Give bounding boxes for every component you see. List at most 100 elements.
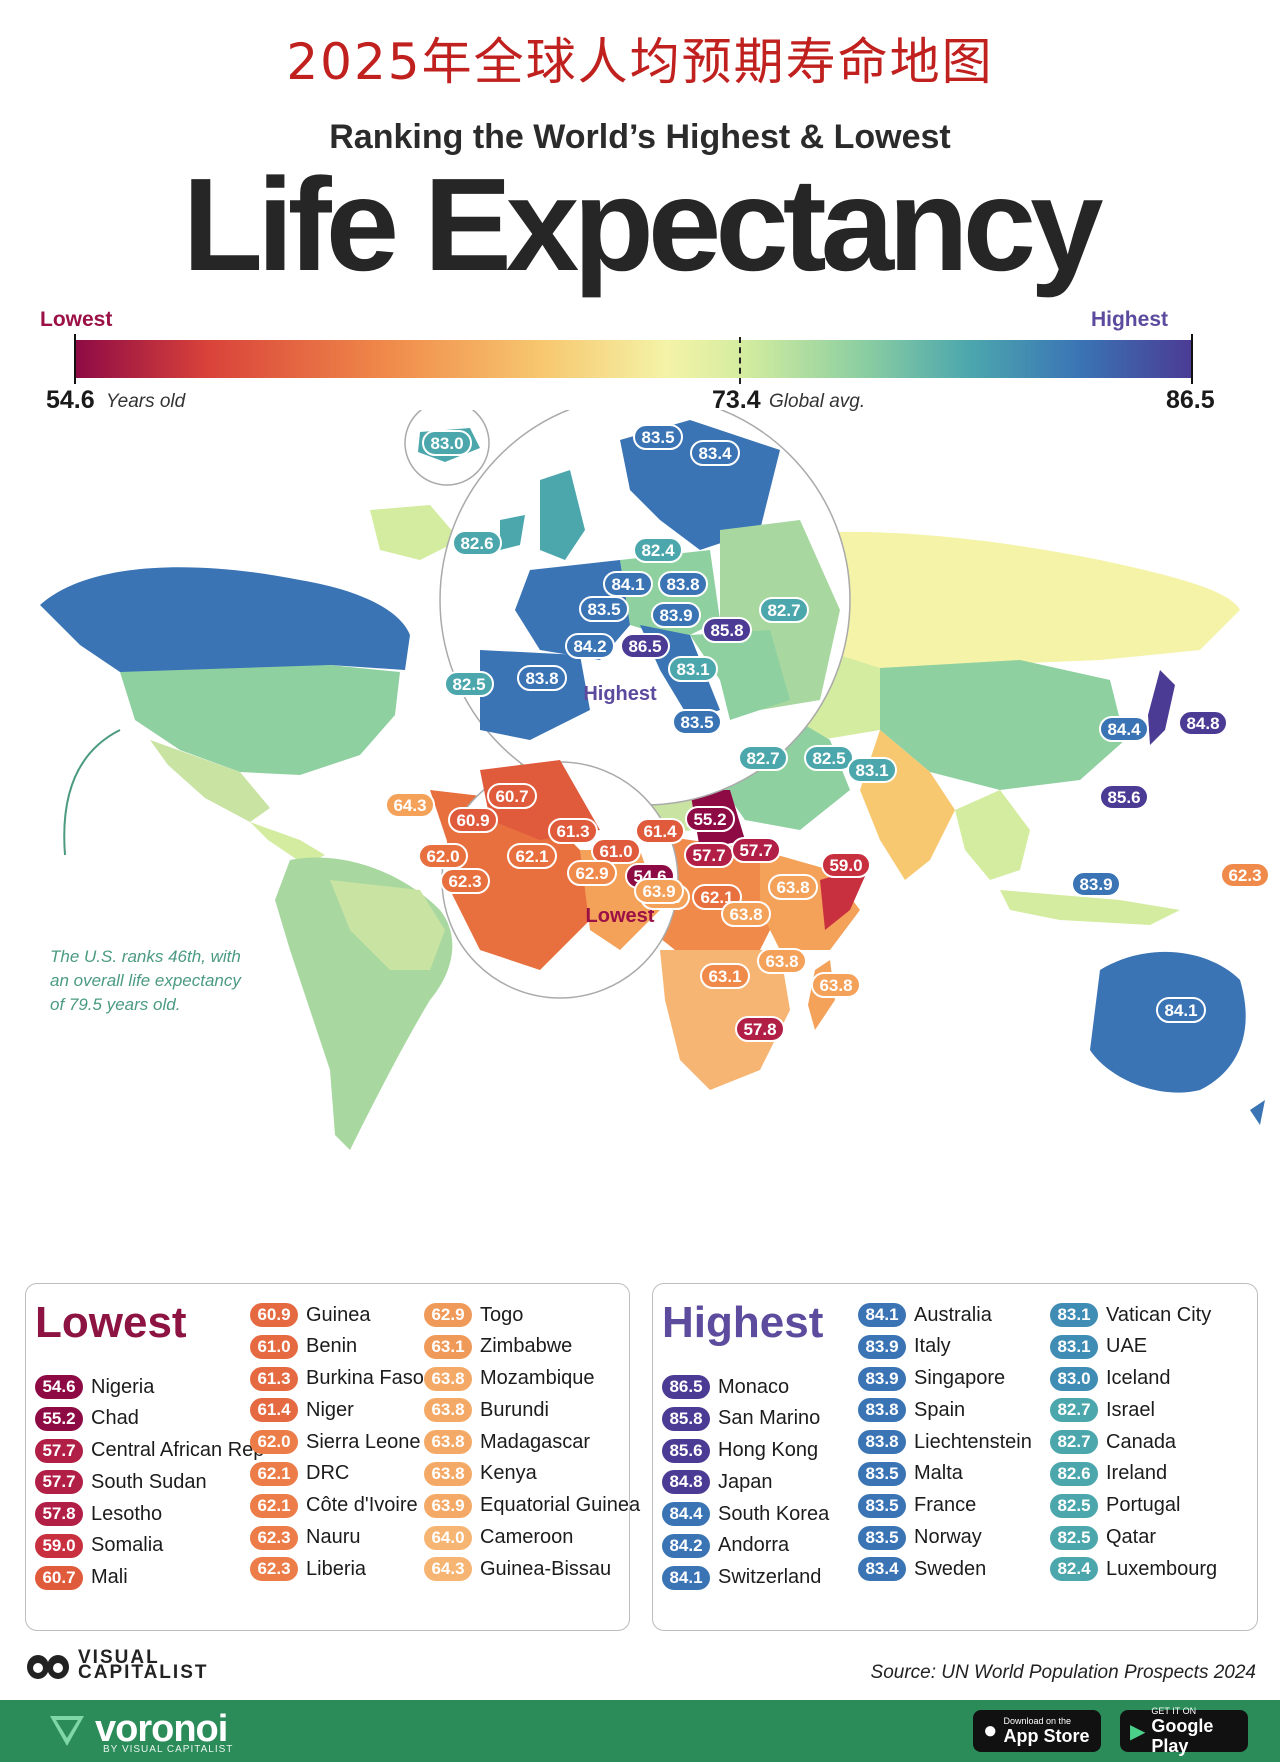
country-name: Mali [91,1566,128,1589]
ranking-row: 63.8 Madagascar [424,1427,640,1457]
scale-highest-label: Highest [1090,308,1168,331]
ranking-row: 63.8 Burundi [424,1395,640,1425]
map-value-label: 60.7 [487,783,537,809]
google-play-button[interactable]: ▶ GET IT ON Google Play [1120,1706,1248,1756]
map-value-text: 62.3 [448,872,481,891]
life-expectancy-badge: 62.1 [250,1493,298,1518]
scale-max-tick [1191,334,1193,384]
country-name: Guinea [306,1303,371,1326]
lowest-col-2: 60.9 Guinea 61.0 Benin 61.3 Burkina Faso 61.4 N… [250,1300,424,1586]
life-expectancy-badge: 57.7 [35,1470,83,1495]
country-name: Malta [914,1462,963,1485]
life-expectancy-badge: 83.1 [1050,1303,1098,1327]
map-value-text: 61.0 [599,842,632,861]
map-value-text: 83.9 [1079,875,1112,894]
life-expectancy-badge: 83.9 [858,1366,906,1391]
life-expectancy-badge: 86.5 [662,1375,710,1399]
life-expectancy-badge: 55.2 [35,1406,83,1431]
life-expectancy-badge: 57.8 [35,1502,83,1527]
map-value-text: 83.5 [641,428,674,447]
life-expectancy-badge: 62.3 [250,1557,298,1582]
country-name: Andorra [718,1534,790,1557]
europe-zoom-ireland [500,515,525,550]
map-value-text: 82.5 [452,675,485,694]
map-value-label: 62.3 [440,868,490,894]
map-value-label: 83.1 [668,656,718,682]
map-value-label: 62.0 [418,843,468,869]
life-expectancy-badge: 84.4 [662,1502,710,1527]
ranking-row: 82.7 Canada [1050,1427,1217,1457]
country-name: Australia [914,1303,992,1326]
country-name: France [914,1494,977,1517]
map-value-label: 63.8 [768,874,818,900]
country-name: Liechtenstein [914,1430,1032,1453]
map-value-label: 82.5 [444,671,494,697]
country-name: Burkina Faso [306,1367,424,1390]
new-zealand-shape [1250,1100,1265,1125]
se-asia-shape [955,790,1030,880]
app-store-label: App Store [1003,1726,1090,1746]
life-expectancy-badge: 62.0 [250,1430,298,1455]
life-expectancy-badge: 54.6 [35,1375,83,1399]
google-play-icon: ▶ [1130,1720,1146,1743]
china-shape [880,660,1125,790]
ranking-row: 63.9 Equatorial Guinea [424,1491,640,1521]
map-value-text: 63.8 [765,952,798,971]
mexico-shape [150,740,270,822]
ranking-row: 64.3 Guinea-Bissau [424,1554,640,1584]
life-expectancy-badge: 63.8 [424,1461,472,1486]
ranking-row: 63.8 Kenya [424,1459,640,1489]
voronoi-byline: BY VISUAL CAPITALIST [103,1744,234,1755]
ranking-row: 83.5 France [858,1491,1032,1521]
country-name: Nigeria [91,1375,155,1398]
country-name: South Korea [718,1502,830,1525]
ranking-row: 83.5 Norway [858,1523,1032,1553]
app-store-button[interactable]: ● Download on the App Store [973,1710,1101,1752]
ranking-row: 82.5 Portugal [1050,1491,1217,1521]
country-name: Switzerland [718,1566,822,1589]
map-value-label: 63.9 [634,878,684,904]
europe-zoom-scandinavia [620,420,780,550]
highest-col-2: 84.1 Australia 83.9 Italy 83.9 Singapore 83.8 S… [858,1300,1032,1586]
scale-avg-unit: Global avg. [769,391,866,412]
map-value-text: 63.1 [708,967,741,986]
map-value-label: 57.7 [684,842,734,868]
life-expectancy-badge: 84.8 [662,1470,710,1495]
lowest-col-3: 62.9 Togo 63.1 Zimbabwe 63.8 Mozambique 63.8 Bu… [424,1300,640,1586]
map-value-text: 62.1 [700,888,733,907]
map-value-label: 83.8 [517,665,567,691]
ranking-row: 64.0 Cameroon [424,1523,640,1553]
ranking-row: 61.0 Benin [250,1332,424,1362]
ranking-row: 83.8 Liechtenstein [858,1427,1032,1457]
country-name: South Sudan [91,1470,207,1493]
country-name: Qatar [1106,1526,1157,1549]
ranking-row: 62.3 Nauru [250,1523,424,1553]
chinese-title: 2025年全球人均预期寿命地图 [286,33,994,91]
europe-zoom-balkans [690,630,790,720]
life-expectancy-badge: 84.2 [662,1533,710,1558]
map-value-text: 63.8 [776,878,809,897]
main-title: Life Expectancy [182,151,1103,298]
ranking-row: 54.6 Nigeria [35,1372,264,1402]
country-name: Japan [718,1470,773,1493]
country-name: Portugal [1106,1494,1181,1517]
ranking-row: 82.4 Luxembourg [1050,1554,1217,1584]
map-value-text: 63.8 [819,976,852,995]
canada-shape [40,567,410,680]
map-value-label: 82.4 [633,537,683,563]
life-expectancy-badge: 83.8 [858,1430,906,1455]
app-store-sub: Download on the [1003,1716,1072,1726]
map-value-label: 83.5 [672,709,722,735]
voronoi-wordmark[interactable]: voronoi [95,1708,228,1750]
color-scale-bar [75,340,1192,378]
country-name: Côte d'Ivoire [306,1494,418,1517]
highest-marker: Highest [583,683,657,705]
map-value-label: 55.2 [685,806,735,832]
lowest-panel-title: Lowest [35,1298,187,1347]
map-value-label: 57.7 [731,837,781,863]
ranking-row: 62.0 Sierra Leone [250,1427,424,1457]
life-expectancy-badge: 60.9 [250,1303,298,1327]
country-name: Singapore [914,1367,1006,1390]
life-expectancy-badge: 64.0 [424,1525,472,1550]
highest-panel-title: Highest [662,1298,824,1347]
